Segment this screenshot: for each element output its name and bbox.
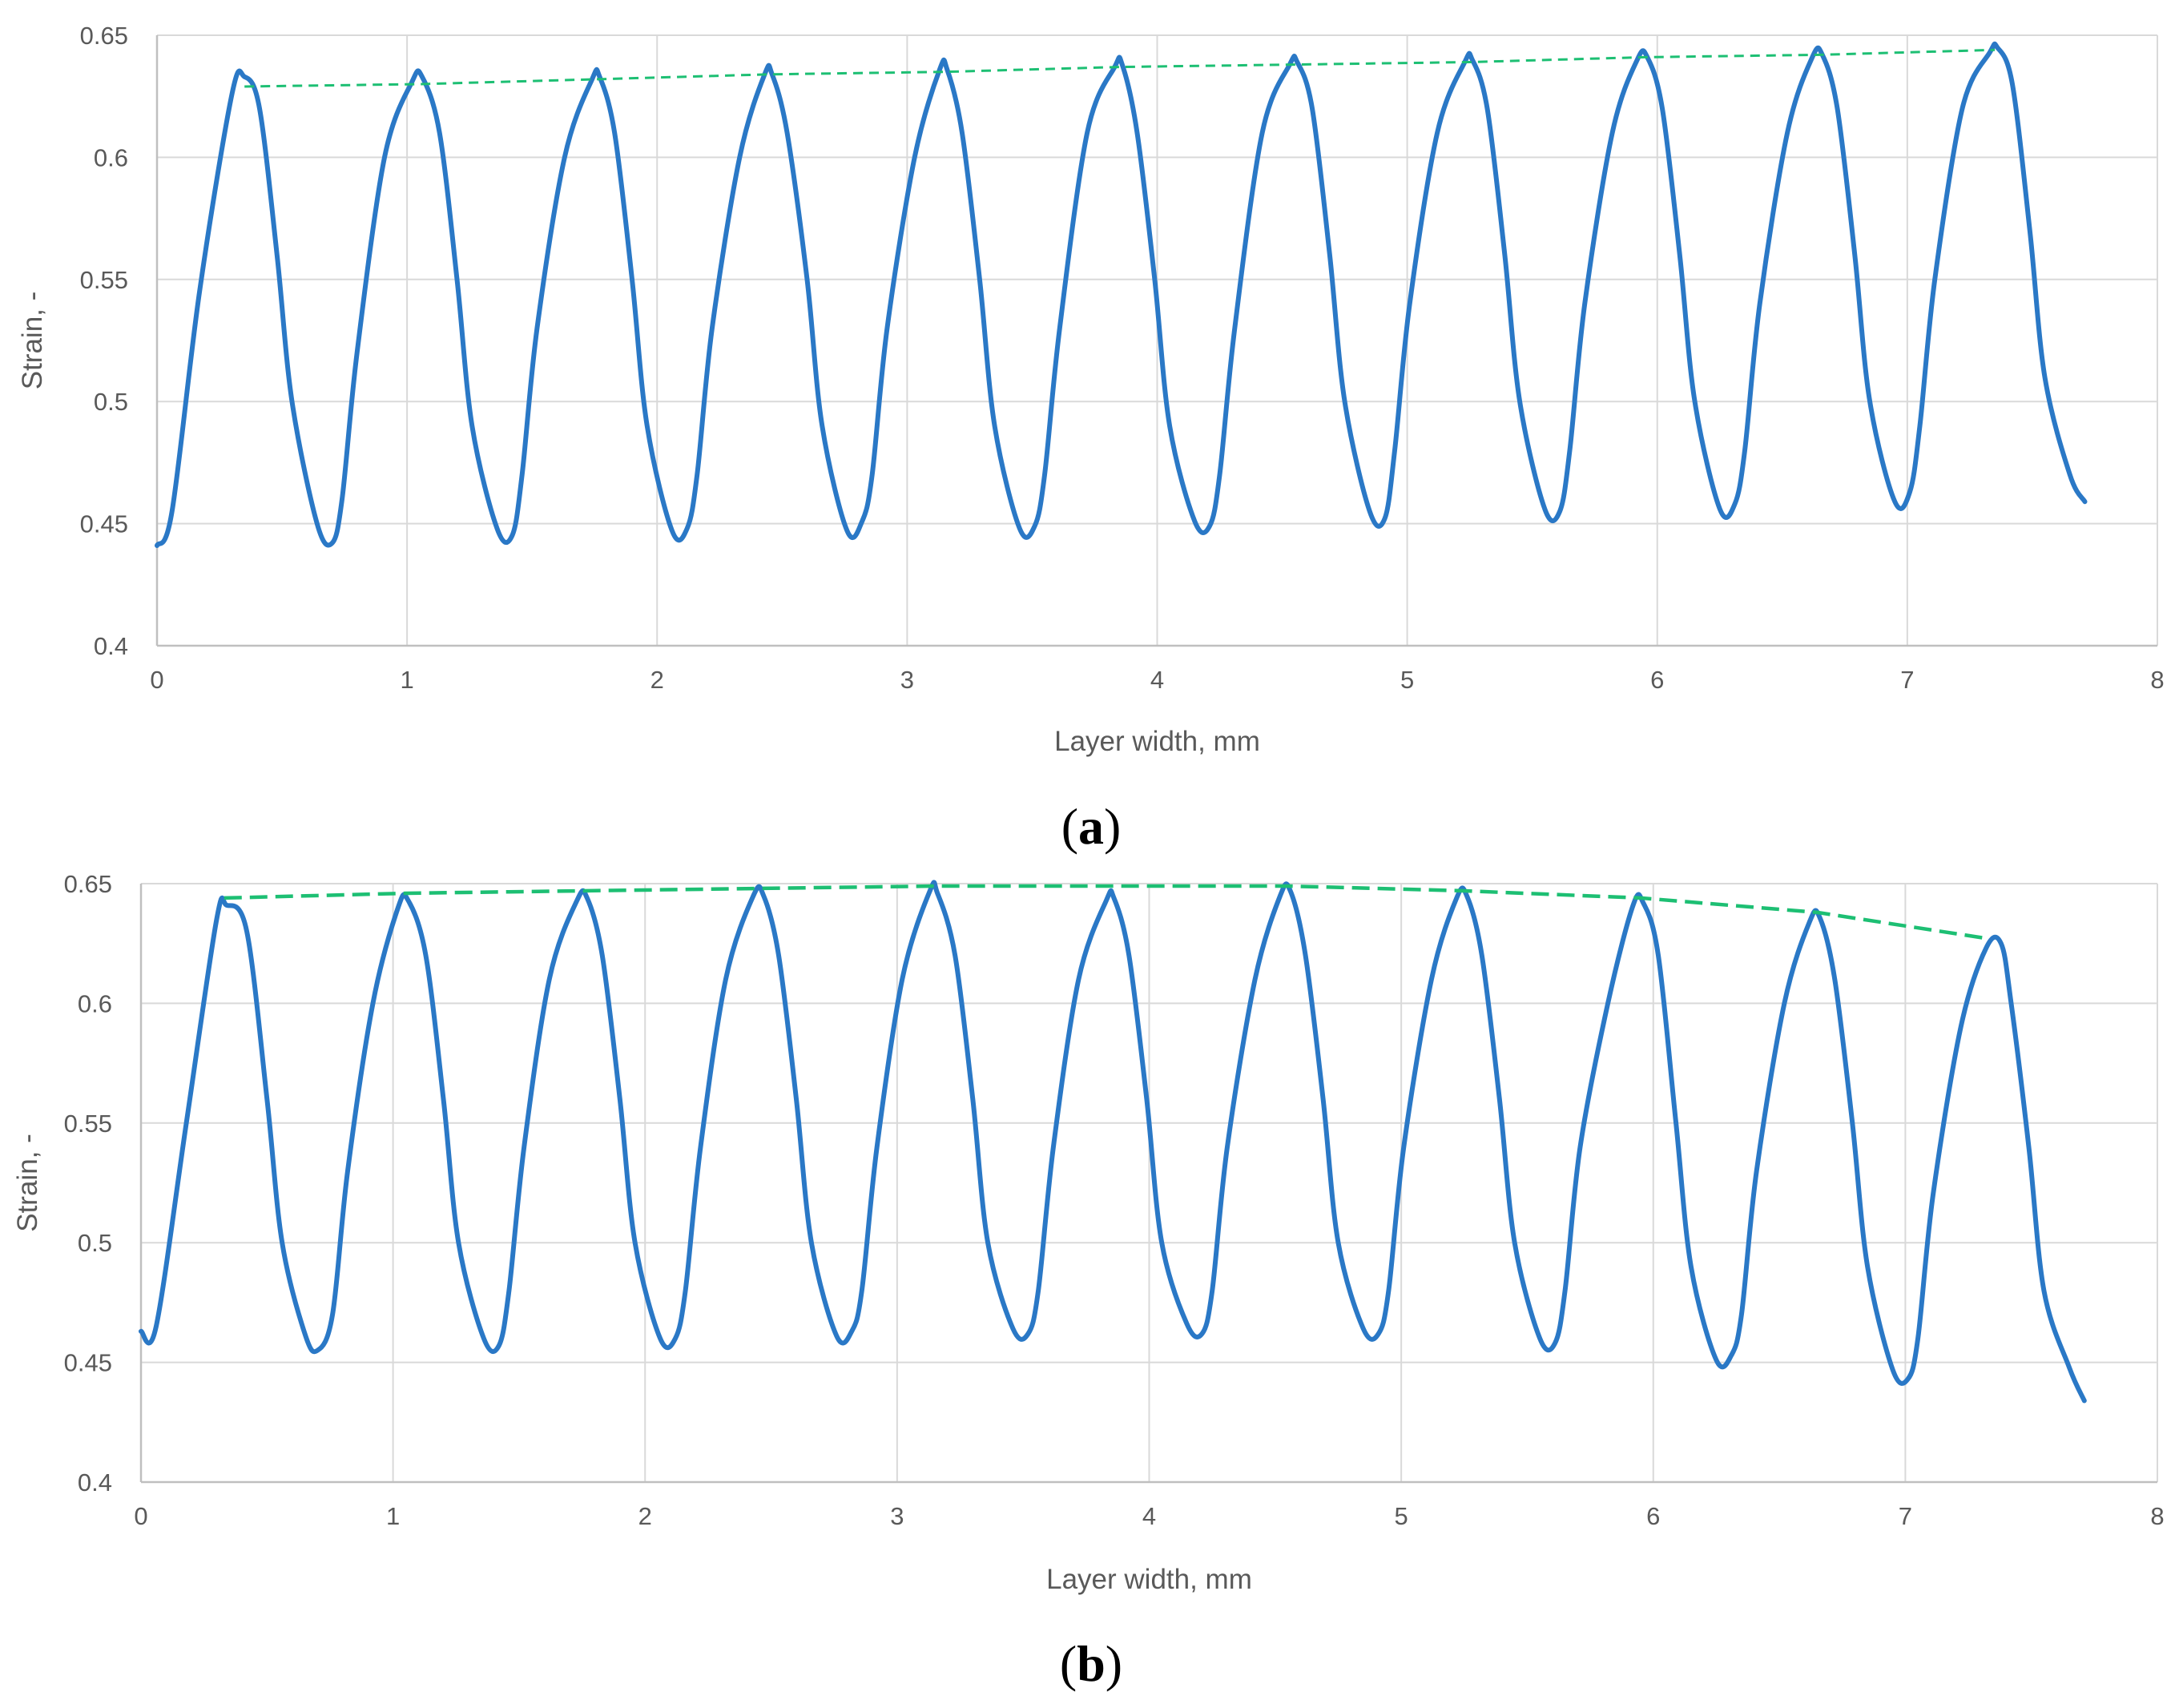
y-axis-label: Strain, - <box>12 1134 43 1232</box>
y-tick-label: 0.5 <box>78 1229 112 1257</box>
y-tick-label: 0.4 <box>94 632 128 660</box>
y-tick-label: 0.45 <box>64 1349 112 1377</box>
y-tick-label: 0.5 <box>94 388 128 416</box>
x-tick-label: 2 <box>650 666 664 694</box>
x-tick-label: 6 <box>1646 1502 1660 1530</box>
x-tick-label: 7 <box>1899 1502 1912 1530</box>
x-tick-label: 2 <box>638 1502 652 1530</box>
x-tick-label: 4 <box>1150 666 1164 694</box>
x-tick-label: 1 <box>401 666 414 694</box>
y-tick-label: 0.6 <box>78 989 112 1017</box>
x-tick-label: 8 <box>2150 1502 2164 1530</box>
x-axis-label: Layer width, mm <box>1054 726 1260 757</box>
x-tick-label: 3 <box>890 1502 904 1530</box>
x-axis-label: Layer width, mm <box>1046 1564 1252 1595</box>
y-tick-label: 0.45 <box>80 510 128 538</box>
chart-panel-a: 0.4 0.45 0.5 0.55 0.6 0.65 0 1 2 3 4 5 6 7 8 Layer widt… <box>17 22 2165 855</box>
chart-panel-b: 0.4 0.45 0.5 0.55 0.6 0.65 0 1 2 3 4 5 6 7 8 Layer widt… <box>12 870 2165 1692</box>
y-tick-label: 0.55 <box>64 1110 112 1138</box>
y-tick-label: 0.55 <box>80 266 128 294</box>
panel-label: (b) <box>1060 1635 1122 1692</box>
y-tick-label: 0.65 <box>80 22 128 50</box>
peak-trend-dashed-line <box>224 884 1989 941</box>
x-tick-label: 0 <box>134 1502 147 1530</box>
y-axis-label: Strain, - <box>17 292 48 390</box>
x-tick-label: 5 <box>1400 666 1414 694</box>
y-tick-label: 0.6 <box>94 143 128 171</box>
x-tick-label: 7 <box>1900 666 1914 694</box>
x-tick-label: 6 <box>1650 666 1664 694</box>
panel-label: (a) <box>1061 798 1122 855</box>
x-tick-label: 5 <box>1395 1502 1408 1530</box>
x-tick-label: 3 <box>900 666 914 694</box>
x-tick-label: 8 <box>2150 666 2164 694</box>
x-tick-label: 1 <box>386 1502 400 1530</box>
strain-series-line <box>155 41 2088 548</box>
y-tick-label: 0.4 <box>78 1468 112 1497</box>
y-tick-label: 0.65 <box>64 870 112 898</box>
strain-series-line <box>139 880 2087 1404</box>
x-tick-label: 4 <box>1142 1502 1156 1530</box>
x-tick-label: 0 <box>150 666 163 694</box>
peak-trend-dashed-line <box>244 48 1996 88</box>
